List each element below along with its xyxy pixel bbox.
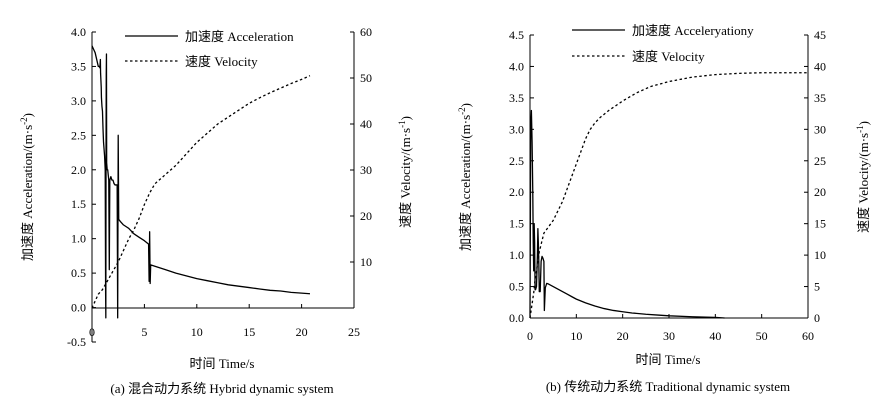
panel-b-y-left-label-sup: -2 xyxy=(457,107,467,115)
panel-a-y-left-tick-label: 1.0 xyxy=(71,232,86,246)
panel-a-y-left-tick-label: 4.0 xyxy=(71,25,86,39)
panel-b-y-right-tick-label: 10 xyxy=(814,248,826,262)
panel-a-y-left-tick-label: 1.5 xyxy=(71,197,86,211)
panel-b-legend-accel-label: 加速度 Acceleryationy xyxy=(632,23,754,38)
panel-b-y-left-tick-label: 1.0 xyxy=(509,248,524,262)
panel-b-y-right-label-close: ) xyxy=(856,121,871,125)
panel-b-y-left-tick-label: 3.0 xyxy=(509,122,524,136)
panel-a-y-left-tick-label: 3.5 xyxy=(71,59,86,73)
panel-b-y-right-tick-label: 5 xyxy=(814,280,820,294)
panel-b-y-left-tick-label: 2.0 xyxy=(509,185,524,199)
panel-b-y-left-tick-label: 0.5 xyxy=(509,280,524,294)
panel-a-x-tick-label: 10 xyxy=(191,325,203,339)
panel-a-x-tick-label: 20 xyxy=(296,325,308,339)
panel-b-y-left-label: 加速度 Acceleration/(m·s-2) xyxy=(457,103,473,251)
panel-a-y-left-label-sup: -2 xyxy=(19,117,29,125)
panel-a-y-left-tick-label: -0.5 xyxy=(67,335,86,349)
panel-a-y-left-tick-label: 2.5 xyxy=(71,128,86,142)
panel-a-y-left-label-close: ) xyxy=(20,113,35,117)
panel-b-x-ticks: 0 10 20 30 40 50 60 xyxy=(527,314,814,343)
panel-a-y-left-label: 加速度 Acceleration/(m·s-2) xyxy=(19,113,35,261)
panel-a-y-right-ticks: 60 50 40 30 20 10 xyxy=(350,25,372,269)
panel-b-x-tick-label: 10 xyxy=(570,329,582,343)
panel-a-y-right-tick-label: 20 xyxy=(360,209,372,223)
panel-b-y-left-tick-label: 4.0 xyxy=(509,59,524,73)
panel-b-y-right-tick-label: 30 xyxy=(814,122,826,136)
panel-a-legend-vel-label: 速度 Velocity xyxy=(185,54,258,69)
panel-a-y-left-tick-label: 0.0 xyxy=(71,301,86,315)
panel-a-y-left-tick-label: 0.5 xyxy=(71,266,86,280)
panel-b-y-right-tick-label: 45 xyxy=(814,28,826,42)
panel-b-y-right-tick-label: 40 xyxy=(814,59,826,73)
panel-a-y-left-label-main: 加速度 Acceleration/(m·s xyxy=(20,125,35,261)
panel-a-legend-accel-label: 加速度 Acceleration xyxy=(185,29,294,44)
panel-a-y-right-tick-label: 50 xyxy=(360,71,372,85)
panel-a-x-label: 时间 Time/s xyxy=(190,356,255,371)
panel-b-x-label: 时间 Time/s xyxy=(636,352,701,367)
panel-a: 0 5 10 15 20 25 4.0 3.5 3.0 2.5 2.0 1.5 1.0 0.5 0.0 -0… xyxy=(19,25,413,396)
panel-b-x-tick-label: 60 xyxy=(802,329,814,343)
panel-b-y-right-label: 速度 Velocity/(m·s-1) xyxy=(855,121,871,233)
panel-a-axes xyxy=(91,32,355,342)
panel-a-y-right-label-main: 速度 Velocity/(m·s xyxy=(398,128,413,228)
panel-b: 0 10 20 30 40 50 60 4.54.03.53.02.52.01.51.00.… xyxy=(457,23,871,394)
panel-b-x-tick-label: 50 xyxy=(756,329,768,343)
panel-b-caption: (b) 传统动力系统 Traditional dynamic system xyxy=(546,379,790,394)
panel-a-y-right-tick-label: 60 xyxy=(360,25,372,39)
panel-a-series xyxy=(91,45,311,319)
panel-b-x-tick-label: 30 xyxy=(663,329,675,343)
panel-a-acceleration-line xyxy=(91,45,311,319)
panel-a-y-right-tick-label: 10 xyxy=(360,255,372,269)
panel-a-velocity-line xyxy=(91,75,311,309)
panel-b-y-right-tick-label: 35 xyxy=(814,91,826,105)
panel-b-y-right-ticks: 45 40 35 30 25 20 15 10 5 0 xyxy=(804,28,826,325)
panel-b-y-right-label-main: 速度 Velocity/(m·s xyxy=(856,133,871,233)
panel-b-y-left-tick-label: 0.0 xyxy=(509,311,524,325)
panel-a-y-right-tick-label: 30 xyxy=(360,163,372,177)
panel-b-axes xyxy=(529,35,809,319)
panel-b-legend: 加速度 Acceleryationy 速度 Velocity xyxy=(572,23,754,64)
panel-a-legend: 加速度 Acceleration 速度 Velocity xyxy=(125,29,294,69)
panel-a-x-tick-label: 25 xyxy=(348,325,360,339)
panel-b-x-tick-label: 40 xyxy=(709,329,721,343)
panel-a-y-right-label-close: ) xyxy=(398,116,413,120)
panel-b-y-right-label-sup: -1 xyxy=(855,125,865,133)
panel-b-x-tick-label: 20 xyxy=(617,329,629,343)
panel-b-y-left-label-main: 加速度 Acceleration/(m·s xyxy=(458,115,473,251)
panel-a-y-left-ticks: 4.0 3.5 3.0 2.5 2.0 1.5 1.0 0.5 0.0 -0.5 xyxy=(67,25,96,349)
panel-b-acceleration-line xyxy=(529,109,725,319)
panel-a-caption: (a) 混合动力系统 Hybrid dynamic system xyxy=(110,381,333,396)
panel-b-y-left-tick-label: 1.5 xyxy=(509,217,524,231)
panel-b-y-right-tick-label: 15 xyxy=(814,217,826,231)
panel-b-y-left-label-close: ) xyxy=(458,103,473,107)
panel-b-y-right-tick-label: 20 xyxy=(814,185,826,199)
panel-b-y-right-tick-label: 0 xyxy=(814,311,820,325)
panel-a-y-right-tick-label: 40 xyxy=(360,117,372,131)
panel-a-x-tick-label: 0 xyxy=(89,325,95,339)
panel-b-legend-vel-label: 速度 Velocity xyxy=(632,49,705,64)
panel-a-x-tick-label: 15 xyxy=(243,325,255,339)
panel-a-y-left-tick-label: 2.0 xyxy=(71,163,86,177)
panel-a-x-ticks: 0 5 10 15 20 25 xyxy=(89,304,360,339)
panel-b-x-tick-label: 0 xyxy=(527,329,533,343)
panel-b-series xyxy=(529,72,808,319)
panel-b-y-left-tick-label: 3.5 xyxy=(509,91,524,105)
panel-b-y-left-tick-label: 4.5 xyxy=(509,28,524,42)
panel-a-y-left-tick-label: 3.0 xyxy=(71,94,86,108)
panel-b-y-right-tick-label: 25 xyxy=(814,154,826,168)
panel-b-y-left-tick-label: 2.5 xyxy=(509,154,524,168)
panel-a-x-tick-label: 5 xyxy=(141,325,147,339)
panel-a-y-right-label: 速度 Velocity/(m·s-1) xyxy=(397,116,413,228)
panel-b-velocity-line xyxy=(529,72,808,319)
panel-a-y-right-label-sup: -1 xyxy=(397,120,407,128)
